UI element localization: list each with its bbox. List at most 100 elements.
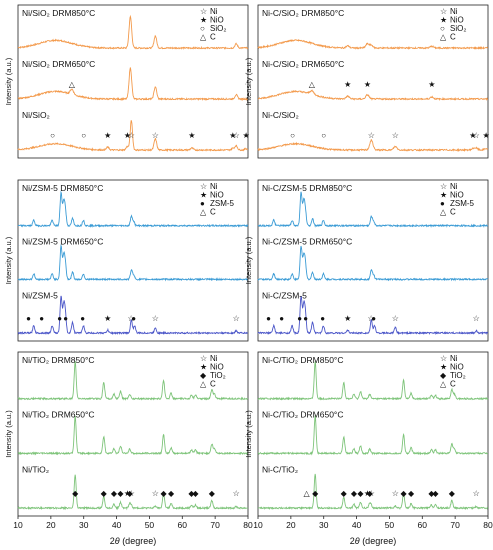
phase-marker: ●	[63, 314, 68, 323]
phase-marker: ◆	[192, 489, 199, 498]
phase-marker: ●	[320, 314, 325, 323]
x-tick-label: 10	[253, 520, 263, 530]
phase-marker: ★	[104, 314, 111, 323]
phase-marker: ◆	[111, 489, 118, 498]
phase-marker: ☆	[128, 489, 135, 498]
phase-marker: ☆	[392, 489, 399, 498]
phase-marker: ★	[229, 131, 236, 140]
legend-symbol: ☆	[200, 354, 207, 363]
x-tick-label: 50	[145, 520, 155, 530]
phase-marker: ◆	[101, 489, 108, 498]
phase-marker: ○	[321, 131, 326, 140]
phase-marker: ◆	[160, 489, 167, 498]
legend-symbol: ★	[200, 191, 207, 200]
xrd-trace	[17, 295, 248, 336]
x-tick-label: 30	[79, 520, 89, 530]
phase-marker: ☆	[367, 314, 374, 323]
panel-ni-tio2: Ni/TiO₂ DRM850°C Ni/TiO₂ DRM650°C Ni/TiO₂ ◆…	[4, 351, 253, 546]
x-axis-title: 2θ (degree)	[350, 536, 396, 546]
legend-symbol: ●	[440, 199, 445, 208]
phase-marker: ★	[364, 489, 371, 498]
phase-marker: ☆	[152, 314, 159, 323]
phase-marker: ☆	[233, 489, 240, 498]
legend-entry: ZSM-5	[450, 199, 475, 208]
legend-entry: TiO₂	[210, 371, 226, 380]
y-axis-title: Intensity (a.u.)	[4, 410, 13, 458]
legend-symbol: ☆	[200, 7, 207, 16]
phase-marker: ◆	[432, 489, 439, 498]
phase-marker: ●	[371, 314, 376, 323]
legend-symbol: ☆	[440, 7, 447, 16]
x-tick-label: 40	[112, 520, 122, 530]
x-tick-label: 80	[483, 520, 493, 530]
phase-marker: ☆	[368, 489, 375, 498]
legend-entry: NiO	[210, 16, 224, 25]
legend-symbol: △	[200, 208, 207, 217]
xrd-trace	[257, 361, 489, 401]
phase-marker: ○	[50, 131, 55, 140]
legend-entry: NiO	[210, 191, 224, 200]
legend-entry: Ni	[450, 7, 458, 16]
legend-entry: Ni	[450, 354, 458, 363]
y-axis-title: Intensity (a.u.)	[4, 236, 13, 284]
xrd-trace	[17, 244, 249, 282]
phase-marker: △	[69, 80, 76, 89]
phase-marker: ◆	[341, 489, 348, 498]
legend-symbol: ☆	[440, 182, 447, 191]
trace-label: Ni/ZSM-5	[22, 290, 58, 300]
x-tick-label: 80	[243, 520, 253, 530]
legend-symbol: ○	[440, 24, 445, 33]
legend-entry: TiO₂	[450, 371, 466, 380]
phase-marker: ★	[344, 314, 351, 323]
legend-entry: ZSM-5	[210, 199, 235, 208]
xrd-trace	[257, 89, 489, 101]
legend-entry: Ni	[210, 354, 218, 363]
phase-marker: ○	[290, 131, 295, 140]
phase-marker: ☆	[233, 314, 240, 323]
x-tick-label: 20	[46, 520, 56, 530]
legend-symbol: ★	[200, 363, 207, 372]
phase-marker: △	[304, 489, 311, 498]
legend-entry: Ni	[210, 7, 218, 16]
phase-marker: ☆	[473, 489, 480, 498]
trace-label: Ni/SiO₂ DRM650°C	[22, 59, 95, 69]
trace-label: Ni-C/SiO₂ DRM850°C	[262, 8, 344, 18]
x-tick-label: 10	[13, 520, 23, 530]
trace-label: Ni-C/ZSM-5 DRM650°C	[262, 237, 352, 247]
trace-label: Ni-C/SiO₂	[262, 110, 299, 120]
phase-marker: ◆	[72, 489, 79, 498]
phase-marker: ●	[131, 314, 136, 323]
legend-entry: C	[210, 208, 216, 217]
panel-frame	[17, 179, 249, 342]
phase-marker: ★	[104, 131, 111, 140]
x-tick-label: 60	[418, 520, 428, 530]
x-tick-label: 40	[352, 520, 362, 530]
panel-frame	[257, 4, 489, 159]
panel-ni-sio2: Ni/SiO₂ DRM850°C Ni/SiO₂ DRM650°C Ni/SiO₂ △…	[4, 4, 250, 159]
trace-label: Ni/SiO₂	[22, 110, 50, 120]
xrd-trace	[257, 415, 489, 456]
phase-marker: ●	[39, 314, 44, 323]
phase-marker: ◆	[209, 489, 216, 498]
xrd-trace	[17, 360, 249, 401]
x-tick-label: 70	[450, 520, 460, 530]
legend-entry: SiO₂	[210, 24, 226, 33]
legend-symbol: ○	[200, 24, 205, 33]
x-axis-title: 2θ (degree)	[110, 536, 156, 546]
panel-nic-zsm5: Ni-C/ZSM-5 DRM850°C Ni-C/ZSM-5 DRM650°C Ni…	[244, 179, 489, 342]
trace-label: Ni-C/TiO₂	[262, 464, 298, 474]
phase-marker: ○	[81, 131, 86, 140]
trace-label: Ni-C/ZSM-5	[262, 290, 307, 300]
legend-entry: NiO	[450, 191, 464, 200]
phase-marker: ●	[57, 314, 62, 323]
panel-nic-tio2: Ni-C/TiO₂ DRM850°C Ni-C/TiO₂ DRM650°C Ni-C…	[244, 351, 493, 546]
trace-label: Ni/SiO₂ DRM850°C	[22, 8, 95, 18]
legend-symbol: △	[440, 208, 447, 217]
phase-marker: ●	[26, 314, 31, 323]
legend-symbol: ★	[440, 191, 447, 200]
trace-label: Ni-C/SiO₂ DRM650°C	[262, 59, 344, 69]
trace-label: Ni/TiO₂ DRM650°C	[22, 410, 95, 420]
phase-marker: ☆	[392, 314, 399, 323]
phase-marker: ◆	[449, 489, 456, 498]
